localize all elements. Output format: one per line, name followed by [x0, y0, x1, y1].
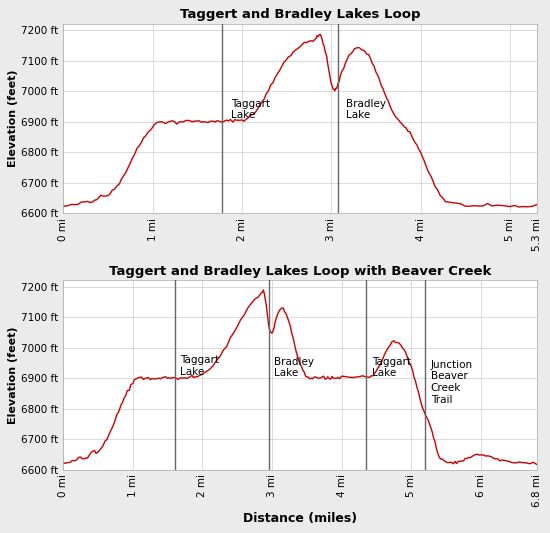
Text: Taggart
Lake: Taggart Lake	[231, 99, 270, 120]
Text: Taggart
Lake: Taggart Lake	[372, 357, 411, 378]
Y-axis label: Elevation (feet): Elevation (feet)	[8, 70, 18, 167]
Text: Taggart
Lake: Taggart Lake	[180, 355, 219, 377]
Title: Taggert and Bradley Lakes Loop with Beaver Creek: Taggert and Bradley Lakes Loop with Beav…	[109, 265, 491, 278]
Text: Bradley
Lake: Bradley Lake	[274, 357, 314, 378]
Text: Bradley
Lake: Bradley Lake	[346, 99, 387, 120]
X-axis label: Distance (miles): Distance (miles)	[243, 512, 357, 524]
Y-axis label: Elevation (feet): Elevation (feet)	[8, 326, 18, 424]
Text: Junction
Beaver
Creek
Trail: Junction Beaver Creek Trail	[431, 360, 473, 405]
Title: Taggert and Bradley Lakes Loop: Taggert and Bradley Lakes Loop	[180, 9, 420, 21]
